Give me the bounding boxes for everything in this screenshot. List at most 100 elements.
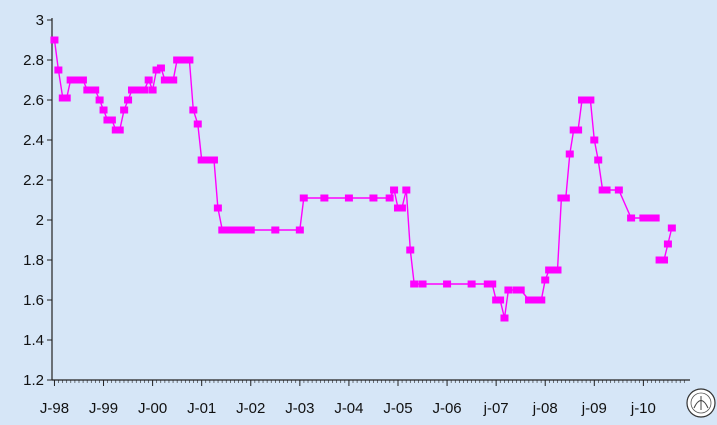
y-tick-label: 2.8 — [23, 52, 44, 69]
data-point — [504, 286, 513, 294]
data-point — [627, 214, 636, 222]
data-point — [213, 204, 222, 212]
data-point — [561, 194, 570, 202]
data-point — [594, 156, 603, 164]
data-point — [565, 150, 574, 158]
x-tick-label: j-10 — [630, 400, 656, 417]
y-axis-ticks: 1.2 1.4 1.6 1.8 2 2.2 2.4 2.6 2.8 3 — [23, 12, 52, 389]
data-point — [62, 94, 71, 102]
data-point — [185, 56, 194, 64]
data-point — [614, 186, 623, 194]
data-point — [344, 194, 353, 202]
data-point — [226, 226, 235, 234]
data-point — [144, 76, 153, 84]
data-point — [397, 204, 406, 212]
data-point — [500, 314, 509, 322]
data-point — [418, 280, 427, 288]
data-point — [103, 116, 112, 124]
data-point — [385, 194, 394, 202]
data-point — [164, 76, 173, 84]
data-point — [402, 186, 411, 194]
x-tick-label: j-09 — [581, 400, 607, 417]
data-point — [201, 156, 210, 164]
data-point — [574, 126, 583, 134]
x-tick-label: J-98 — [40, 400, 69, 417]
data-point — [537, 296, 546, 304]
x-tick-label: J-06 — [432, 400, 461, 417]
y-tick-label: 1.6 — [23, 292, 44, 309]
x-tick-label: J-04 — [334, 400, 363, 417]
data-point — [369, 194, 378, 202]
data-point — [148, 86, 157, 94]
data-point — [483, 280, 492, 288]
data-point — [651, 214, 660, 222]
data-point — [124, 96, 133, 104]
data-point — [655, 256, 664, 264]
data-point — [95, 96, 104, 104]
x-tick-label: j-07 — [483, 400, 509, 417]
data-point — [189, 106, 198, 114]
data-point — [152, 66, 161, 74]
axes — [51, 18, 690, 381]
data-point — [271, 226, 280, 234]
data-point — [107, 116, 116, 124]
y-tick-label: 3 — [36, 12, 44, 29]
data-point — [120, 106, 129, 114]
y-tick-label: 1.4 — [23, 332, 44, 349]
data-point — [602, 186, 611, 194]
data-point — [169, 76, 178, 84]
data-point — [209, 156, 218, 164]
y-tick-label: 2.2 — [23, 172, 44, 189]
data-point — [516, 286, 525, 294]
data-point — [541, 276, 550, 284]
series-line — [53, 39, 656, 319]
data-point — [410, 280, 419, 288]
data-point — [496, 296, 505, 304]
x-axis-ticks: J-98 J-99 J-00 J-01 J-02 J-03 J-04 J-05 J-06 j-07… — [40, 380, 685, 417]
data-point — [586, 96, 595, 104]
x-tick-label: J-01 — [187, 400, 216, 417]
data-point — [532, 296, 541, 304]
data-point — [569, 126, 578, 134]
data-point — [238, 226, 247, 234]
y-tick-label: 1.2 — [23, 372, 44, 389]
data-point — [91, 86, 100, 94]
data-point — [193, 120, 202, 128]
data-point — [140, 86, 149, 94]
data-point — [553, 266, 562, 274]
data-point — [115, 126, 124, 134]
data-point — [156, 64, 165, 72]
data-point — [295, 226, 304, 234]
data-point — [557, 194, 566, 202]
y-tick-label: 2.6 — [23, 92, 44, 109]
data-point — [663, 240, 672, 248]
x-tick-label: J-02 — [236, 400, 265, 417]
x-tick-label: J-03 — [285, 400, 314, 417]
data-point — [127, 86, 136, 94]
data-point — [667, 224, 676, 232]
data-point — [66, 76, 75, 84]
data-point — [659, 256, 668, 264]
data-point — [177, 56, 186, 64]
y-tick-label: 2.4 — [23, 132, 44, 149]
data-point — [50, 36, 59, 44]
x-tick-label: J-00 — [138, 400, 167, 417]
data-point — [643, 214, 652, 222]
data-point — [406, 246, 415, 254]
x-tick-label: J-99 — [89, 400, 118, 417]
data-point — [320, 194, 329, 202]
data-point — [99, 106, 108, 114]
data-point — [299, 194, 308, 202]
data-point — [581, 96, 590, 104]
series — [50, 36, 676, 322]
data-point — [390, 186, 399, 194]
data-point — [467, 280, 476, 288]
data-point — [488, 280, 497, 288]
data-point — [246, 226, 255, 234]
y-tick-label: 1.8 — [23, 252, 44, 269]
x-tick-label: j-08 — [532, 400, 558, 417]
data-point — [54, 66, 63, 74]
x-tick-label: J-05 — [383, 400, 412, 417]
